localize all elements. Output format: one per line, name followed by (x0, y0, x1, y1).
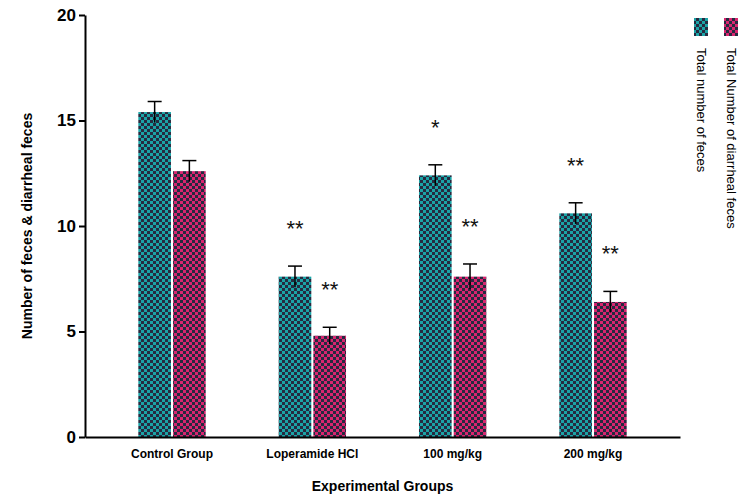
x-tick-label: Control Group (131, 447, 213, 461)
legend-item: Total Number of diarrheal feces (724, 18, 739, 229)
y-tick-label: 10 (57, 217, 76, 236)
error-line (294, 266, 296, 287)
x-tick-label: 200 mg/kg (564, 447, 623, 461)
y-tick-label: 0 (67, 428, 76, 447)
x-axis-title: Experimental Groups (312, 478, 454, 494)
error-cap (323, 327, 337, 329)
bar (594, 302, 627, 437)
error-cap (182, 160, 196, 162)
x-tick: 200 mg/kg (564, 437, 623, 461)
y-tick-label: 5 (67, 322, 76, 341)
bars (138, 102, 626, 437)
y-tick: 20 (57, 6, 85, 25)
legend-swatch (724, 18, 738, 36)
legend-label: Total number of feces (694, 48, 709, 173)
legend-label: Total Number of diarrheal feces (724, 48, 739, 229)
error-cap (463, 263, 477, 265)
x-axis-line (86, 437, 681, 439)
significance: ** (602, 241, 620, 266)
error-line (610, 291, 612, 312)
legend: Total number of feces Total Number of dia… (694, 18, 739, 229)
bar (279, 277, 312, 437)
x-tick-label: Loperamide HCl (266, 447, 358, 461)
y-axis: 0 5 10 15 20 (57, 6, 85, 447)
y-tick-mark (79, 331, 85, 333)
error-line (469, 264, 471, 289)
bar (454, 277, 487, 437)
bar (173, 171, 206, 437)
y-axis-title: Number of feces & diarrheal feces (19, 113, 35, 340)
significance: * (431, 115, 440, 140)
significance: ** (567, 153, 585, 178)
legend-item: Total number of feces (694, 18, 709, 173)
y-tick: 10 (57, 217, 85, 236)
bar (559, 213, 592, 437)
significance: ** (321, 277, 339, 302)
x-axis: Control Group Loperamide HCl 100 mg/kg 200 … (86, 437, 681, 461)
error-bar (288, 266, 302, 287)
error-line (575, 203, 577, 224)
x-tick: Loperamide HCl (266, 437, 358, 461)
significance: ** (286, 216, 304, 241)
x-tick: Control Group (131, 437, 213, 461)
chart: ***********05101520Control GroupLoperami… (0, 0, 750, 499)
error-cap (428, 164, 442, 166)
error-line (435, 165, 437, 186)
error-bar (182, 161, 196, 182)
error-bar (428, 165, 442, 186)
y-tick: 5 (67, 322, 85, 341)
x-tick-label: 100 mg/kg (423, 447, 482, 461)
error-line (329, 327, 331, 344)
error-bar (323, 327, 337, 344)
significance: ** (461, 214, 479, 239)
y-tick-mark (79, 120, 85, 122)
bar (313, 336, 346, 437)
y-tick: 15 (57, 111, 85, 130)
x-tick: 100 mg/kg (423, 437, 482, 461)
error-bar (463, 264, 477, 289)
error-cap (603, 291, 617, 293)
error-cap (148, 101, 162, 103)
error-bar (148, 102, 162, 123)
error-line (154, 102, 156, 123)
error-bar (603, 291, 617, 312)
y-tick-mark (79, 437, 85, 439)
y-tick-mark (79, 15, 85, 17)
y-tick-mark (79, 226, 85, 228)
y-tick-label: 20 (57, 6, 76, 25)
error-cap (288, 265, 302, 267)
bar (138, 112, 171, 437)
y-tick: 0 (67, 428, 85, 447)
error-cap (569, 202, 583, 204)
error-line (189, 161, 191, 182)
annotations: *********** (286, 115, 619, 302)
bar (419, 175, 452, 437)
error-bar (569, 203, 583, 224)
legend-swatch (694, 18, 708, 36)
y-tick-label: 15 (57, 111, 76, 130)
